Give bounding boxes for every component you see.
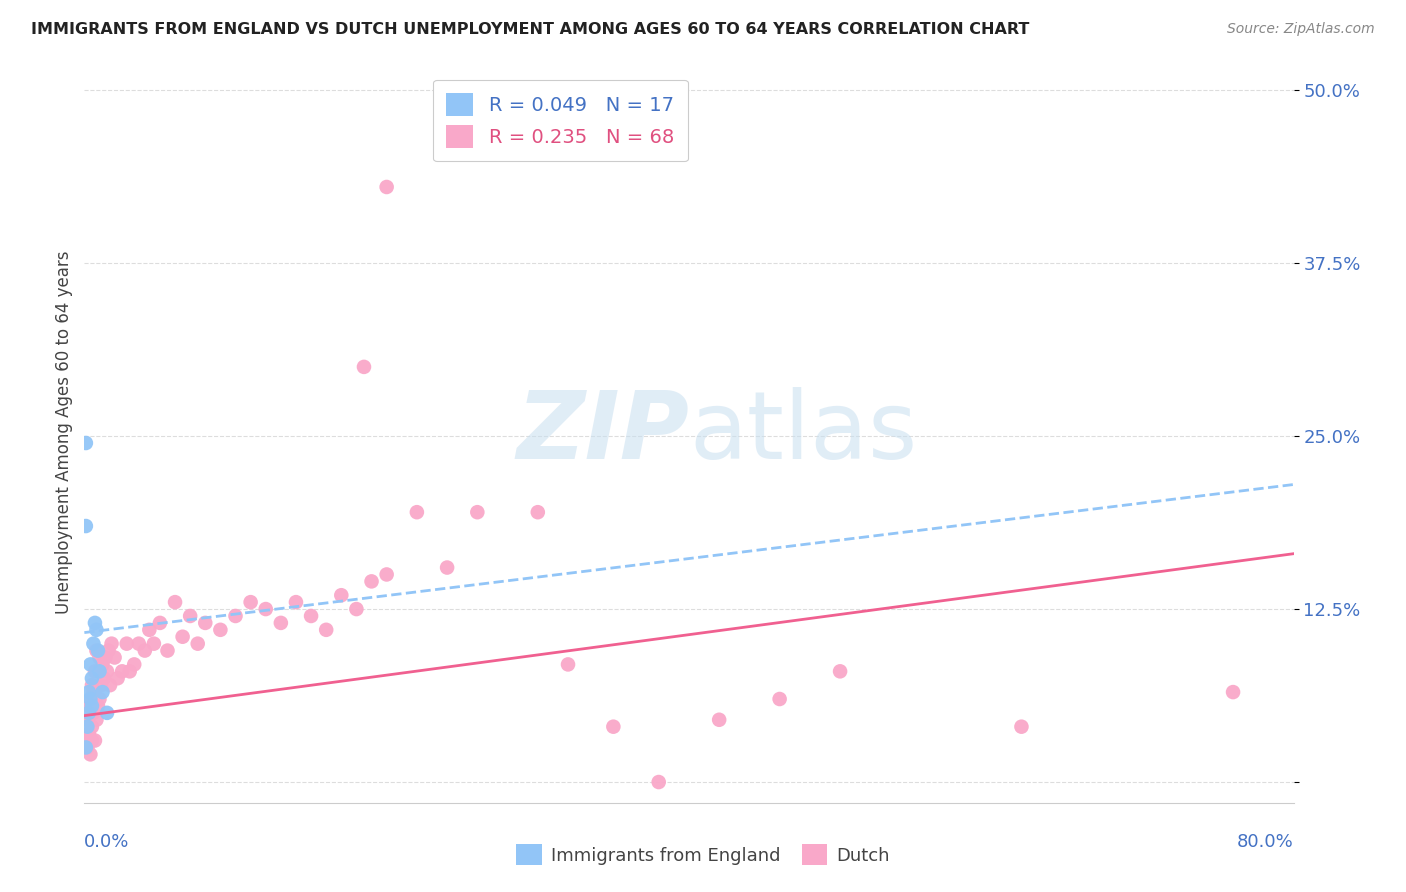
Point [330, 588, 353, 602]
Point [353, 359, 375, 374]
Point [84, 665, 107, 679]
Point [225, 609, 247, 624]
Point [138, 623, 160, 637]
Point [134, 643, 156, 657]
Point [769, 692, 792, 706]
Point [89, 692, 111, 706]
Point [86, 623, 108, 637]
Text: atlas: atlas [689, 386, 917, 479]
Point [77, 706, 100, 720]
Point [76, 720, 98, 734]
Point [75, 740, 97, 755]
Point [122, 657, 145, 672]
Point [75, 436, 97, 450]
Point [194, 615, 217, 630]
Point [89, 665, 111, 679]
Point [128, 637, 150, 651]
Text: Source: ZipAtlas.com: Source: ZipAtlas.com [1227, 22, 1375, 37]
Point [93, 671, 115, 685]
Point [77, 685, 100, 699]
Point [79, 747, 101, 762]
Point [87, 698, 110, 713]
Point [77, 698, 100, 713]
Point [830, 665, 852, 679]
Point [80, 678, 103, 692]
Point [142, 637, 165, 651]
Point [346, 602, 368, 616]
Point [91, 657, 114, 672]
Point [86, 713, 108, 727]
Point [84, 615, 107, 630]
Y-axis label: Unemployment Among Ages 60 to 64 years: Unemployment Among Ages 60 to 64 years [55, 251, 73, 615]
Point [406, 505, 429, 519]
Point [254, 602, 277, 616]
Text: IMMIGRANTS FROM ENGLAND VS DUTCH UNEMPLOYMENT AMONG AGES 60 TO 64 YEARS CORRELAT: IMMIGRANTS FROM ENGLAND VS DUTCH UNEMPLO… [31, 22, 1029, 37]
Legend: Immigrants from England, Dutch: Immigrants from England, Dutch [509, 837, 897, 872]
Point [1011, 720, 1033, 734]
Point [80, 698, 103, 713]
Point [79, 692, 101, 706]
Point [104, 650, 127, 665]
Point [111, 665, 134, 679]
Point [285, 595, 308, 609]
Point [80, 733, 103, 747]
Point [360, 574, 382, 589]
Point [1222, 685, 1244, 699]
Point [87, 643, 110, 657]
Point [80, 720, 103, 734]
Point [602, 720, 624, 734]
Point [91, 685, 114, 699]
Text: 80.0%: 80.0% [1237, 833, 1294, 851]
Point [239, 595, 262, 609]
Point [77, 726, 100, 740]
Point [375, 567, 398, 582]
Point [648, 775, 671, 789]
Point [270, 615, 292, 630]
Point [96, 706, 118, 720]
Point [94, 650, 117, 665]
Point [299, 609, 322, 624]
Legend: R = 0.049   N = 17, R = 0.235   N = 68: R = 0.049 N = 17, R = 0.235 N = 68 [433, 79, 688, 161]
Point [375, 180, 398, 194]
Point [75, 733, 97, 747]
Point [89, 650, 111, 665]
Point [115, 637, 138, 651]
Point [118, 665, 141, 679]
Point [90, 678, 112, 692]
Point [100, 637, 122, 651]
Text: 0.0%: 0.0% [84, 833, 129, 851]
Point [165, 595, 187, 609]
Point [84, 733, 107, 747]
Point [76, 713, 98, 727]
Point [709, 713, 731, 727]
Text: ZIP: ZIP [516, 386, 689, 479]
Point [557, 657, 579, 672]
Point [79, 692, 101, 706]
Point [209, 623, 232, 637]
Point [187, 637, 209, 651]
Point [315, 623, 337, 637]
Point [86, 643, 108, 657]
Point [107, 671, 129, 685]
Point [82, 706, 104, 720]
Point [527, 505, 550, 519]
Point [97, 643, 120, 657]
Point [156, 643, 179, 657]
Point [179, 609, 201, 624]
Point [149, 615, 172, 630]
Point [80, 671, 103, 685]
Point [82, 637, 104, 651]
Point [96, 665, 118, 679]
Point [76, 740, 98, 755]
Point [75, 519, 97, 533]
Point [98, 678, 121, 692]
Point [79, 657, 101, 672]
Point [436, 560, 458, 574]
Point [82, 685, 104, 699]
Point [172, 630, 194, 644]
Point [467, 505, 489, 519]
